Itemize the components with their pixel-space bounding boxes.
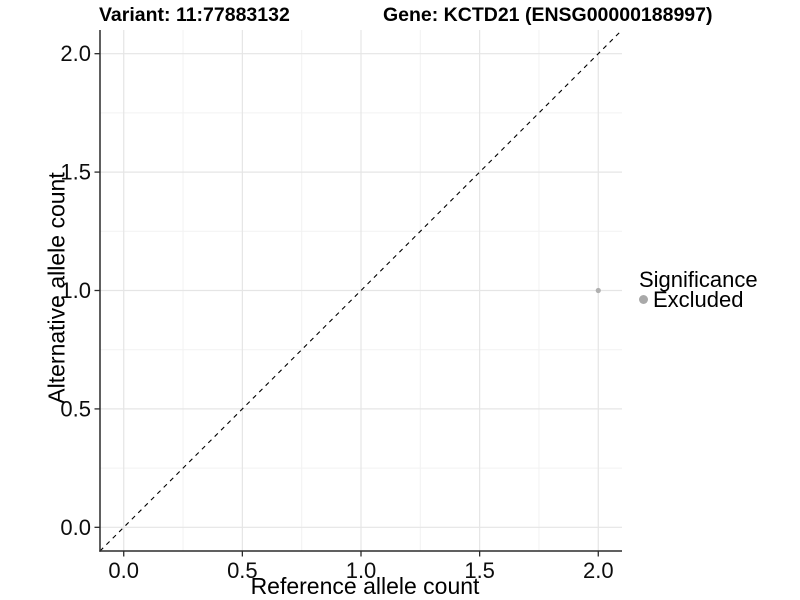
- legend-entry: Excluded: [639, 287, 758, 312]
- gene-title: Gene: KCTD21 (ENSG00000188997): [383, 4, 713, 26]
- legend-entry-label: Excluded: [653, 287, 744, 312]
- y-tick-label: 2.0: [60, 41, 91, 66]
- data-point: [595, 287, 601, 294]
- y-tick-label: 0.5: [60, 396, 91, 421]
- x-tick-label: 1.0: [346, 558, 377, 583]
- x-tick-label: 2.0: [583, 558, 614, 583]
- x-tick-label: 0.0: [108, 558, 139, 583]
- legend-entries: Excluded: [639, 287, 758, 312]
- x-axis-title: Reference allele count: [250, 573, 480, 599]
- y-tick-label: 1.5: [60, 160, 91, 185]
- legend: Significance Excluded: [639, 267, 758, 312]
- variant-title: Variant: 11:77883132: [99, 4, 290, 26]
- y-tick-label: 0.0: [60, 515, 91, 540]
- x-tick-label: 1.5: [464, 558, 495, 583]
- x-tick-label: 0.5: [227, 558, 258, 583]
- y-axis-title: Alternative allele count: [43, 172, 70, 404]
- legend-key-dot-icon: [639, 295, 648, 304]
- y-tick-label: 1.0: [60, 278, 91, 303]
- legend-title: Significance: [639, 267, 758, 292]
- identity-dashed-line: [99, 29, 623, 552]
